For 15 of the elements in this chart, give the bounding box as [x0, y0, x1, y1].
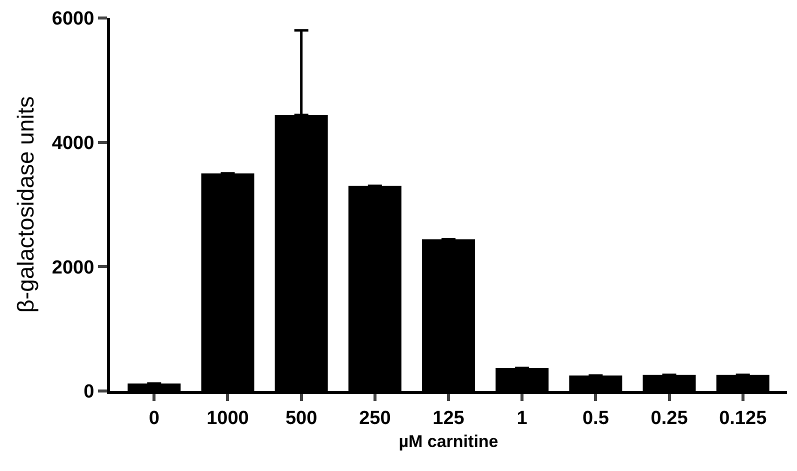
y-tick-label: 6000 — [52, 8, 94, 30]
y-tick-label: 2000 — [52, 257, 94, 278]
x-tick-label: 0.125 — [719, 408, 768, 429]
x-tick-label: 1000 — [206, 408, 249, 429]
x-axis-title: µM carnitine — [398, 432, 498, 452]
y-axis-title: β-galactosidase units — [12, 96, 38, 313]
x-tick-label: 1 — [516, 408, 528, 429]
x-tick-label: 0 — [148, 408, 160, 429]
y-tick-label: 0 — [84, 382, 94, 403]
x-tick-label: 0.5 — [582, 408, 610, 429]
x-tick-label: 500 — [285, 408, 318, 429]
x-tick-label: 0.25 — [650, 408, 688, 429]
x-tick-label: 125 — [432, 408, 465, 429]
x-tick-label: 250 — [359, 408, 391, 429]
y-tick-label: 4000 — [52, 132, 94, 154]
